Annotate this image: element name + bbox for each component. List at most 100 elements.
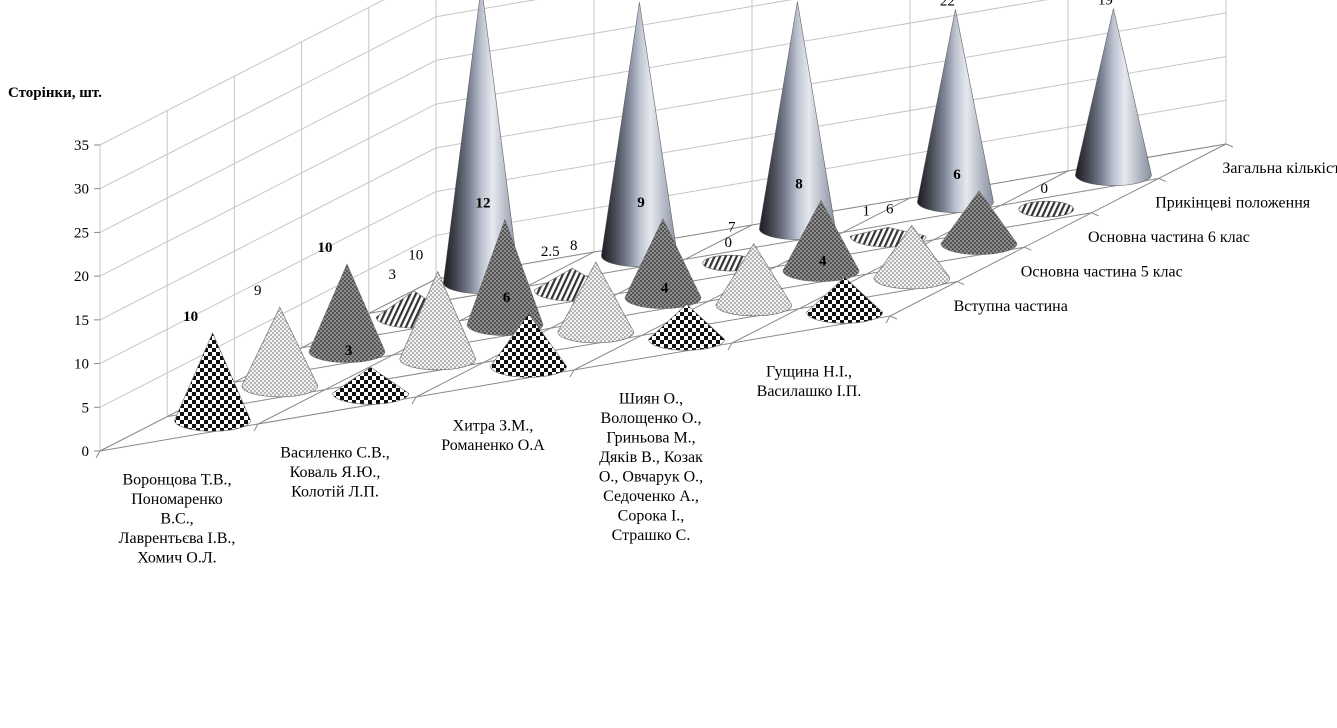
series-axis-label: Основна частина 5 клас xyxy=(1021,263,1183,280)
x-tick-mark xyxy=(885,315,891,324)
cone-body xyxy=(308,263,386,363)
cone-2-4 xyxy=(715,243,793,317)
data-label: 6 xyxy=(503,290,511,306)
data-label: 19 xyxy=(1098,0,1113,9)
category-label-line: Дяків В., Козак xyxy=(599,449,703,466)
cone-shade xyxy=(443,0,520,294)
cone-5-4 xyxy=(917,9,994,213)
data-label: 1 xyxy=(862,203,870,219)
x-tick-mark xyxy=(253,423,259,432)
data-label: 3 xyxy=(345,343,353,359)
series-axis-label: Вступна частина xyxy=(954,298,1068,315)
cone-3-4 xyxy=(782,199,860,282)
category-label: Хитра З.М., Романенко О.А xyxy=(441,418,545,455)
category-label-line: Василенко С.В., xyxy=(280,445,389,462)
cone-series xyxy=(174,0,1152,432)
cone-body xyxy=(782,199,860,282)
depth-tick-mark xyxy=(1024,246,1032,251)
data-label: 10 xyxy=(318,240,333,256)
category-label: Воронцова Т.В., Пономаренко В.С., Лаврентьє… xyxy=(119,472,236,567)
cone-1-1 xyxy=(174,332,251,432)
cone-4-5 xyxy=(1018,200,1074,218)
series-axis-label: Основна частина 6 клас xyxy=(1088,229,1250,246)
data-label: 4 xyxy=(661,280,669,296)
data-label: 10 xyxy=(183,309,198,325)
cone-body xyxy=(174,332,251,432)
depth-tick-mark xyxy=(1225,143,1234,148)
category-label: Василенко С.В., Коваль Я.Ю., Колотій Л.П. xyxy=(280,445,389,501)
data-label: 9 xyxy=(637,195,645,211)
data-label: 0 xyxy=(724,235,732,251)
cone-5-5 xyxy=(1075,8,1152,186)
cone-body xyxy=(399,270,477,371)
cone-body xyxy=(241,306,319,398)
data-label: 6 xyxy=(886,201,894,217)
category-label-line: Сорока І., xyxy=(618,508,685,525)
cone-body xyxy=(490,313,567,378)
data-label: 10 xyxy=(408,247,423,263)
cone-body xyxy=(715,243,793,317)
depth-tick-mark xyxy=(1158,177,1166,182)
cone-1-3 xyxy=(490,313,567,378)
cone-1-2 xyxy=(332,366,409,405)
cone-body xyxy=(648,303,725,351)
cone-3-1 xyxy=(308,263,386,363)
category-label-line: Пономаренко xyxy=(131,491,223,508)
y-tick-label: 25 xyxy=(74,225,89,241)
y-axis-title: Сторінки, шт. xyxy=(8,85,102,101)
cone-2-3 xyxy=(557,261,635,344)
y-tick-label: 35 xyxy=(74,138,89,154)
category-label-line: Страшко С. xyxy=(612,527,691,544)
cone-5-3 xyxy=(759,1,836,240)
cone-3-2 xyxy=(466,218,544,336)
data-label: 3 xyxy=(388,267,396,283)
cone-body xyxy=(873,224,951,290)
category-label-line: О., Овчарук О., xyxy=(599,469,703,486)
data-label: 29 xyxy=(624,0,639,2)
series-axis-label: Прикінцеві положення xyxy=(1155,195,1311,212)
cone-base xyxy=(1018,200,1074,218)
cone-body xyxy=(940,190,1018,255)
depth-tick-mark xyxy=(957,281,965,286)
series-axis-labels: Вступна частина Основна частина 5 клас Осн… xyxy=(954,160,1337,315)
cone-3-5 xyxy=(940,190,1018,255)
category-label-line: Волощенко О., xyxy=(601,410,702,427)
category-label-line: Колотій Л.П. xyxy=(291,484,379,501)
category-label: Гущина Н.І., Василашко І.П. xyxy=(757,364,862,401)
data-label: 7 xyxy=(728,220,736,236)
y-tick-label: 20 xyxy=(74,269,89,285)
cone-body xyxy=(806,276,883,324)
category-label-line: Хомич О.Л. xyxy=(137,550,216,567)
y-tick-label: 30 xyxy=(74,182,89,198)
x-tick-mark xyxy=(411,396,417,405)
data-label: 6 xyxy=(953,167,961,183)
cone-1-4 xyxy=(648,303,725,351)
series-axis-label: Загальна кількість сторінок xyxy=(1222,160,1337,177)
data-label: 2.5 xyxy=(541,244,560,260)
y-tick-label: 0 xyxy=(82,444,90,460)
data-label: 4 xyxy=(819,253,827,269)
x-tick-mark xyxy=(727,342,733,351)
data-label: 12 xyxy=(476,196,491,212)
category-label-line: Василашко І.П. xyxy=(757,383,862,400)
cone-2-5 xyxy=(873,224,951,290)
category-label-line: Лаврентьєва І.В., xyxy=(119,530,236,547)
category-axis-labels: Воронцова Т.В., Пономаренко В.С., Лаврентьє… xyxy=(119,364,862,567)
category-label: Шиян О., Волощенко О., Гриньова М., Дяків В… xyxy=(599,391,703,545)
data-label: 0 xyxy=(1040,181,1048,197)
cone-shade xyxy=(759,1,836,240)
floor-line xyxy=(889,143,1227,317)
category-label-line: Хитра З.М., xyxy=(453,418,534,435)
cone-2-1 xyxy=(241,306,319,398)
cone-body xyxy=(466,218,544,336)
depth-tick-mark xyxy=(1091,212,1099,217)
cone-shade xyxy=(601,2,678,267)
data-label: 9 xyxy=(254,283,262,299)
data-label: 26 xyxy=(782,0,798,1)
cone-body xyxy=(332,366,409,405)
y-tick-label: 15 xyxy=(74,313,89,329)
category-label-line: Воронцова Т.В., xyxy=(122,472,231,489)
x-tick-mark xyxy=(569,369,575,378)
